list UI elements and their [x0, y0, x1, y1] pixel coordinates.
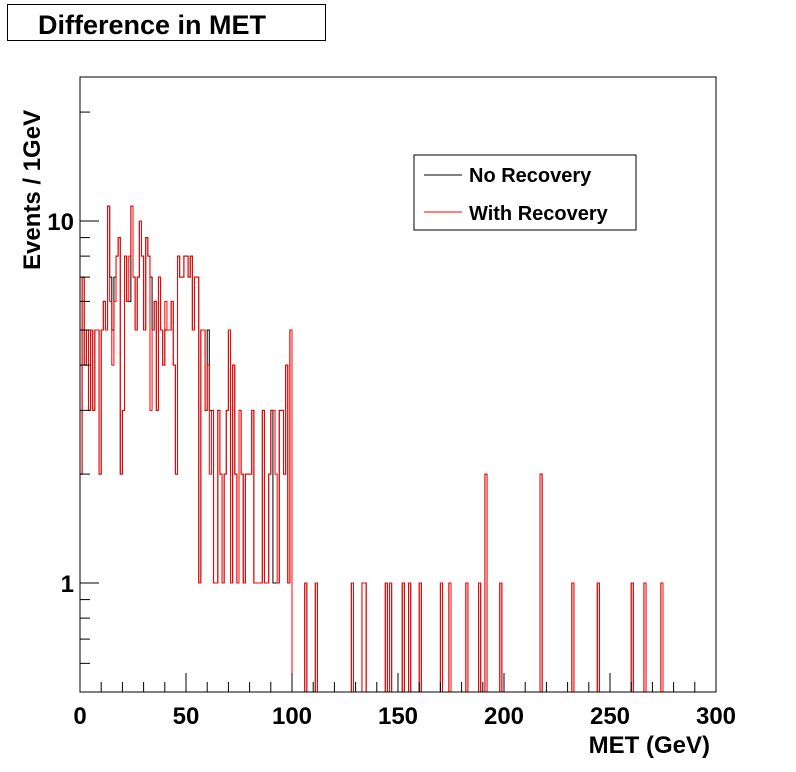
- ticks-layer: [79, 111, 717, 693]
- legend-label-with-recovery: With Recovery: [469, 203, 609, 225]
- legend-box: [413, 154, 637, 231]
- x-tick-label: 0: [73, 703, 86, 730]
- series-line-with-recovery: [79, 205, 704, 693]
- legend-label-no-recovery: No Recovery: [469, 165, 592, 187]
- y-tick-label: 10: [47, 209, 74, 236]
- series-layer: [79, 205, 704, 693]
- chart-title-box: Difference in MET: [7, 4, 326, 41]
- y-axis-label: Events / 1GeV: [19, 110, 46, 270]
- tick-labels-layer: 0 50 100 150 200 250 300 1 10: [47, 209, 736, 730]
- x-tick-label: 100: [272, 703, 312, 730]
- x-tick-label: 200: [484, 703, 524, 730]
- legend: No Recovery With Recovery: [413, 154, 637, 231]
- chart-title: Difference in MET: [38, 10, 267, 40]
- y-tick-label: 1: [61, 571, 74, 598]
- x-axis-label: MET (GeV): [589, 732, 710, 759]
- x-tick-label: 150: [378, 703, 418, 730]
- x-tick-label: 300: [696, 703, 736, 730]
- x-tick-label: 50: [173, 703, 200, 730]
- x-tick-label: 250: [590, 703, 630, 730]
